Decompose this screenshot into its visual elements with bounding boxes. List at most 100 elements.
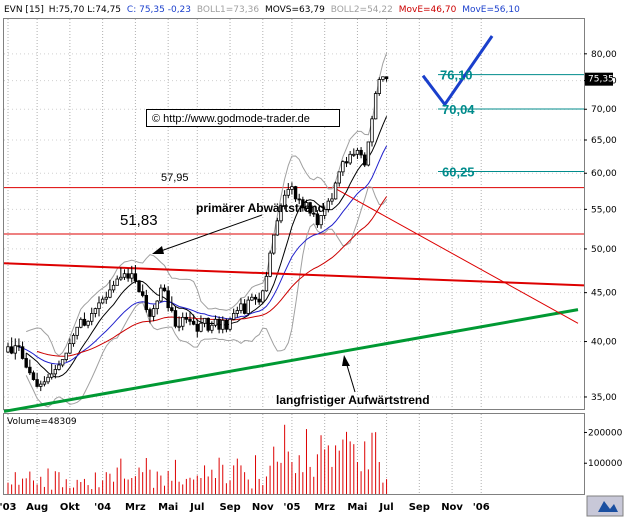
header-move-short: MovE=56,10 bbox=[462, 5, 520, 15]
candle-body-37 bbox=[140, 291, 145, 296]
candle-body-27 bbox=[104, 296, 108, 300]
candle-body-49 bbox=[184, 316, 189, 320]
candle-body-94 bbox=[348, 153, 352, 164]
candle-body-82 bbox=[304, 202, 309, 209]
bollinger-lower bbox=[25, 186, 387, 408]
candle-body-51 bbox=[191, 320, 196, 325]
x-tick-label-5: Mai bbox=[158, 502, 178, 513]
candle-body-4 bbox=[20, 346, 25, 359]
x-tick-label-7: Sep bbox=[219, 502, 240, 513]
downtrend-arrow-head bbox=[152, 246, 164, 254]
candle-body-10 bbox=[42, 381, 47, 385]
candle-body-9 bbox=[39, 383, 43, 387]
candle-body-13 bbox=[53, 369, 58, 375]
candle-body-86 bbox=[319, 215, 323, 226]
candle-body-92 bbox=[341, 161, 345, 173]
y-tick-label-3: 50,00 bbox=[591, 245, 617, 255]
header-boll2: BOLL2=54,22 bbox=[331, 5, 393, 15]
candle-body-19 bbox=[75, 326, 79, 336]
candle-body-83 bbox=[308, 202, 312, 214]
candle-body-33 bbox=[126, 273, 130, 279]
volume-bars bbox=[7, 424, 388, 494]
candle-body-40 bbox=[151, 308, 156, 317]
candle-body-100 bbox=[370, 118, 374, 143]
downtrend-label: primärer Abwärtstrend bbox=[196, 201, 325, 215]
candle-body-45 bbox=[170, 307, 174, 311]
time-axis: '03 Aug Okt '04 Mrz Mai Jul Sep Nov '05 Mrz Mai Jul S… bbox=[0, 502, 490, 513]
candle-body-24 bbox=[93, 308, 98, 314]
x-tick-label-1: Aug bbox=[26, 502, 48, 513]
candle-body-29 bbox=[111, 284, 116, 291]
candle-body-85 bbox=[315, 213, 320, 226]
candle-body-54 bbox=[202, 317, 207, 324]
candle-body-81 bbox=[301, 199, 305, 209]
candle-body-36 bbox=[137, 280, 141, 293]
candle-body-98 bbox=[363, 154, 367, 166]
candle-body-28 bbox=[108, 289, 112, 298]
x-tick-label-12: Jul bbox=[378, 502, 393, 513]
candle-body-47 bbox=[177, 325, 181, 328]
candle-body-23 bbox=[90, 313, 94, 322]
candle-body-58 bbox=[217, 318, 221, 330]
candle-body-42 bbox=[159, 287, 163, 302]
v-tick-label-1: 200000 bbox=[588, 428, 623, 438]
candle-body-69 bbox=[257, 298, 261, 303]
header-symbol: EVN [15] bbox=[4, 5, 44, 15]
x-tick-label-10: Mrz bbox=[314, 502, 335, 513]
x-tick-label-4: Mrz bbox=[125, 502, 146, 513]
candle-body-6 bbox=[28, 366, 32, 374]
x-tick-label-11: Mai bbox=[347, 502, 367, 513]
candle-body-39 bbox=[148, 309, 152, 317]
candle-body-57 bbox=[213, 318, 218, 326]
trendlines bbox=[3, 188, 585, 413]
candle-body-103 bbox=[381, 76, 385, 80]
candle-body-90 bbox=[333, 182, 338, 200]
x-tick-label-3: '04 bbox=[94, 502, 111, 513]
y-tick-label-9: 80,00 bbox=[591, 50, 617, 60]
candle-body-20 bbox=[79, 318, 83, 328]
candle-body-74 bbox=[275, 220, 280, 236]
moving-average-short bbox=[25, 116, 388, 378]
candle-body-2 bbox=[13, 345, 17, 354]
candle-body-18 bbox=[71, 334, 76, 345]
x-tick-label-15: '06 bbox=[473, 502, 490, 513]
projection bbox=[421, 35, 494, 108]
header-close: C: 75,35 -0,23 bbox=[127, 5, 191, 15]
candle-body-41 bbox=[155, 300, 159, 310]
volume-label: Volume=48309 bbox=[7, 417, 77, 427]
target-label-7610: 76,10 bbox=[440, 68, 473, 83]
candle-body-5 bbox=[24, 358, 28, 368]
indicators bbox=[18, 52, 388, 408]
candle-body-55 bbox=[206, 317, 210, 331]
candle-body-53 bbox=[199, 322, 203, 332]
candle-body-15 bbox=[60, 359, 65, 366]
candle-body-43 bbox=[162, 287, 167, 292]
candle-body-25 bbox=[97, 302, 101, 310]
volume-panel-frame bbox=[3, 413, 585, 495]
uptrend-label: langfristiger Aufwärtstrend bbox=[276, 393, 430, 407]
candle-body-102 bbox=[377, 79, 381, 94]
candle-body-77 bbox=[286, 189, 290, 196]
candle-body-76 bbox=[282, 194, 287, 206]
candle-body-22 bbox=[86, 320, 90, 326]
candle-body-66 bbox=[246, 299, 250, 314]
candle-body-97 bbox=[359, 149, 363, 156]
candle-body-89 bbox=[330, 198, 334, 202]
candle-body-80 bbox=[297, 198, 301, 201]
candle-body-67 bbox=[250, 296, 254, 301]
candle-body-78 bbox=[290, 186, 294, 190]
x-tick-label-13: Sep bbox=[409, 502, 430, 513]
candle-body-50 bbox=[188, 318, 192, 322]
candle-body-31 bbox=[119, 276, 123, 280]
candle-body-12 bbox=[49, 373, 54, 378]
candle-body-38 bbox=[144, 295, 149, 310]
downtrend-arrow-shaft bbox=[157, 214, 263, 253]
target-label-6025: 60,25 bbox=[442, 165, 475, 180]
candle-body-93 bbox=[344, 161, 349, 164]
level-label-5795: 57,95 bbox=[161, 172, 189, 184]
y-tick-label-1: 40,00 bbox=[591, 338, 617, 348]
candle-body-26 bbox=[100, 298, 105, 304]
candle-body-34 bbox=[130, 273, 134, 279]
uptrend-arrow-head bbox=[342, 355, 350, 366]
